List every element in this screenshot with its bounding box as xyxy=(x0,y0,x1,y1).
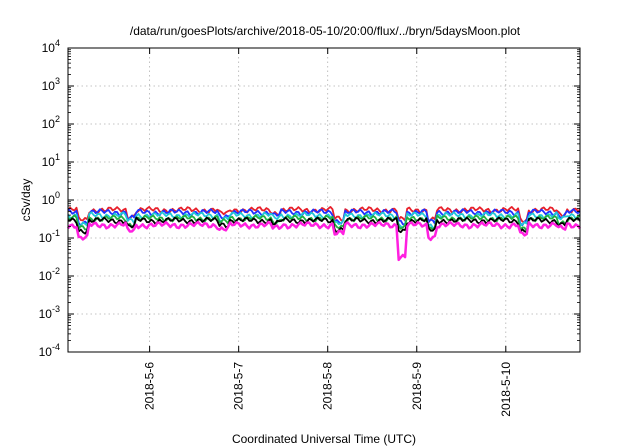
x-tick-label: 2018-5-10 xyxy=(499,362,513,417)
grid xyxy=(68,48,580,352)
y-tick-label: 10-3 xyxy=(39,304,60,321)
y-tick-label: 103 xyxy=(42,76,60,93)
y-tick-label: 101 xyxy=(42,152,60,169)
y-tick-label: 104 xyxy=(42,38,60,55)
y-axis-label: cSv/day xyxy=(19,179,33,222)
chart-title: /data/run/goesPlots/archive/2018-05-10/2… xyxy=(130,24,521,38)
y-axis: 10-4 10-3 10-2 10-1 100 101 102 103 104 xyxy=(39,38,580,359)
x-axis: 2018-5-6 2018-5-7 2018-5-8 2018-5-9 2018-5-1… xyxy=(143,48,513,417)
y-tick-label: 10-1 xyxy=(39,228,60,245)
x-tick-label: 2018-5-6 xyxy=(143,362,157,410)
y-tick-label: 102 xyxy=(42,114,60,131)
series-group xyxy=(66,205,582,262)
x-tick-label: 2018-5-9 xyxy=(410,362,424,410)
x-tick-label: 2018-5-7 xyxy=(232,362,246,410)
y-tick-label: 10-4 xyxy=(39,342,60,359)
x-tick-label: 2018-5-8 xyxy=(321,362,335,410)
x-axis-label: Coordinated Universal Time (UTC) xyxy=(232,432,416,446)
plot-area xyxy=(68,48,580,352)
y-tick-label: 100 xyxy=(42,190,60,207)
series-line xyxy=(66,220,582,262)
y-tick-label: 10-2 xyxy=(39,266,60,283)
series-line xyxy=(67,216,581,235)
